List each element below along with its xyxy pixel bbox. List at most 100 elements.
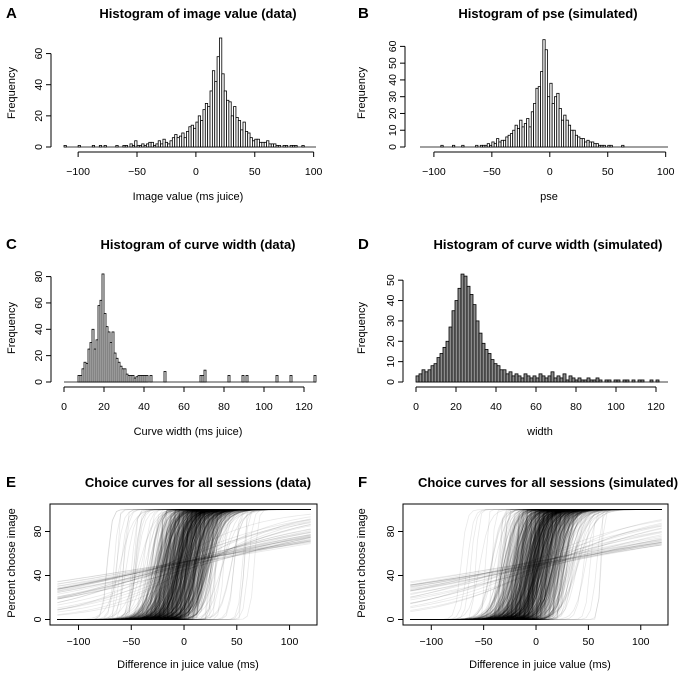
panel-e-choice-curve — [57, 509, 311, 620]
panel-b-x-tick-label: 50 — [602, 166, 614, 178]
panel-e-choice-curve — [57, 509, 311, 620]
panel-e-choice-curve — [57, 509, 311, 620]
panel-e-choice-curve — [57, 509, 311, 620]
panel-c-histogram-bar — [203, 369, 207, 383]
panel-e-choice-curve — [57, 509, 311, 620]
panel-e-choice-curve — [57, 509, 311, 620]
panel-d-histogram-bar — [517, 375, 522, 383]
panel-c-x-tick-label: 80 — [218, 401, 230, 413]
panel-e-choice-curve — [57, 509, 311, 620]
panel-e-choice-curve — [57, 513, 311, 611]
panel-c-y-tick-label: 80 — [33, 271, 45, 283]
panel-e-choice-curve — [57, 509, 311, 620]
panel-e-y-tick-label: 0 — [32, 616, 44, 622]
panel-c-x-tick-label: 20 — [98, 401, 110, 413]
panel-e-choice-curve — [57, 509, 311, 620]
panel-c-y-tick-label: 60 — [33, 297, 45, 309]
panel-e-choice-curve — [57, 509, 311, 620]
panel-e-choice-curve — [57, 509, 311, 620]
panel-e-choice-curve — [57, 509, 311, 620]
panel-e-choice-curve — [57, 509, 311, 620]
panel-e-choice-curve — [57, 509, 311, 620]
panel-e-choice-curve — [57, 509, 311, 620]
panel-e-choice-curve — [57, 509, 311, 620]
panel-e-choice-curve — [57, 509, 311, 620]
panel-e-choice-curve — [57, 509, 311, 620]
panel-e-choice-curve — [57, 509, 311, 620]
panel-e-choice-curve — [57, 509, 311, 620]
panel-e-choice-curve — [57, 509, 311, 620]
panel-e-choice-curve — [57, 509, 311, 620]
panel-a-histogram-bar — [115, 145, 119, 148]
panel-e-choice-curve — [57, 509, 311, 620]
panel-b-histogram-bar — [475, 144, 479, 148]
panel-d-histogram-bar — [553, 377, 558, 383]
panel-e-choice-curve — [57, 509, 311, 620]
panel-e-choice-curve — [57, 509, 311, 620]
panel-e-choice-curve — [57, 509, 311, 620]
panel-e-choice-curve — [57, 509, 311, 620]
panel-a-histogram-bar — [63, 145, 67, 148]
panel-e-choice-curve — [57, 509, 311, 620]
panel-e-choice-curve — [57, 509, 311, 620]
panel-e-choice-curve — [57, 509, 311, 620]
panel-e-choice-curve — [57, 509, 311, 620]
panel-e-choice-curve — [57, 509, 311, 620]
panel-e-choice-curve — [57, 509, 311, 620]
panel-c-x-tick-label: 60 — [178, 401, 190, 413]
panel-e-choice-curve — [57, 509, 311, 620]
panel-e-choice-curve — [57, 509, 311, 620]
panel-e-choice-curve — [57, 509, 311, 620]
panel-e-choice-curve — [57, 509, 311, 620]
panel-a-x-tick-label: −50 — [128, 166, 146, 178]
panel-e-choice-curve — [57, 509, 311, 620]
panel-e-choice-curve — [57, 509, 311, 620]
panel-e-choice-curve — [57, 509, 311, 620]
panel-b-histogram-bar — [440, 144, 444, 148]
panel-e-choice-curve — [57, 509, 311, 620]
panel-e-choice-curve — [57, 509, 311, 620]
panel-e-choice-curve — [57, 509, 311, 620]
panel-d-histogram-bar — [460, 273, 465, 383]
panel-e-choice-curve — [57, 509, 311, 620]
panel-e-choice-curve — [57, 537, 311, 600]
panel-e-choice-curve — [57, 509, 311, 620]
panel-e-choice-curve — [57, 509, 311, 620]
panel-d-y-tick-label: 30 — [385, 315, 397, 327]
panel-a-y-tick-label: 0 — [33, 144, 45, 150]
panel-letter-a: A — [6, 5, 17, 22]
panel-b-xlabel: pse — [540, 191, 558, 203]
panel-e-choice-curve — [57, 509, 311, 620]
panel-e-choice-curve — [57, 509, 311, 620]
panel-e-choice-curve — [57, 509, 311, 620]
panel-e-choice-curve — [57, 509, 311, 620]
panel-e-choice-curve — [57, 509, 311, 620]
panel-e-choice-curve — [57, 509, 311, 620]
panel-c-xlabel: Curve width (ms juice) — [134, 426, 243, 438]
panel-e-choice-curve — [57, 509, 311, 620]
panel-e-choice-curve — [57, 509, 311, 620]
panel-e-choice-curve — [57, 509, 311, 620]
panel-e-choice-curve — [57, 509, 311, 620]
panel-b-y-tick-label: 20 — [387, 107, 399, 119]
panel-e-choice-curve — [57, 509, 311, 620]
panel-letter-f: F — [358, 474, 367, 491]
panel-e-choice-curve — [57, 509, 311, 620]
panel-e-choice-curve — [57, 534, 311, 590]
panel-e-ylabel: Percent choose image — [6, 508, 18, 617]
panel-a-histogram-bar — [150, 141, 154, 148]
panel-e-choice-curve — [57, 509, 311, 620]
panel-c-y-tick-label: 40 — [33, 323, 45, 335]
panel-d-histogram-bar — [433, 363, 438, 383]
panel-b-histogram-bar — [461, 144, 465, 148]
panel-e-choice-curve — [57, 535, 311, 593]
panel-e-choice-curve — [57, 509, 311, 620]
panel-e-choice-curve — [57, 509, 311, 620]
panel-e-choice-curve — [57, 509, 311, 620]
panel-e-choice-curve — [57, 509, 311, 620]
panel-e-choice-curve — [57, 509, 311, 620]
panel-e-choice-curve — [57, 509, 311, 620]
panel-e-choice-curve — [57, 509, 311, 620]
panel-e-choice-curve — [57, 509, 311, 620]
panel-e-choice-curve — [57, 509, 311, 620]
